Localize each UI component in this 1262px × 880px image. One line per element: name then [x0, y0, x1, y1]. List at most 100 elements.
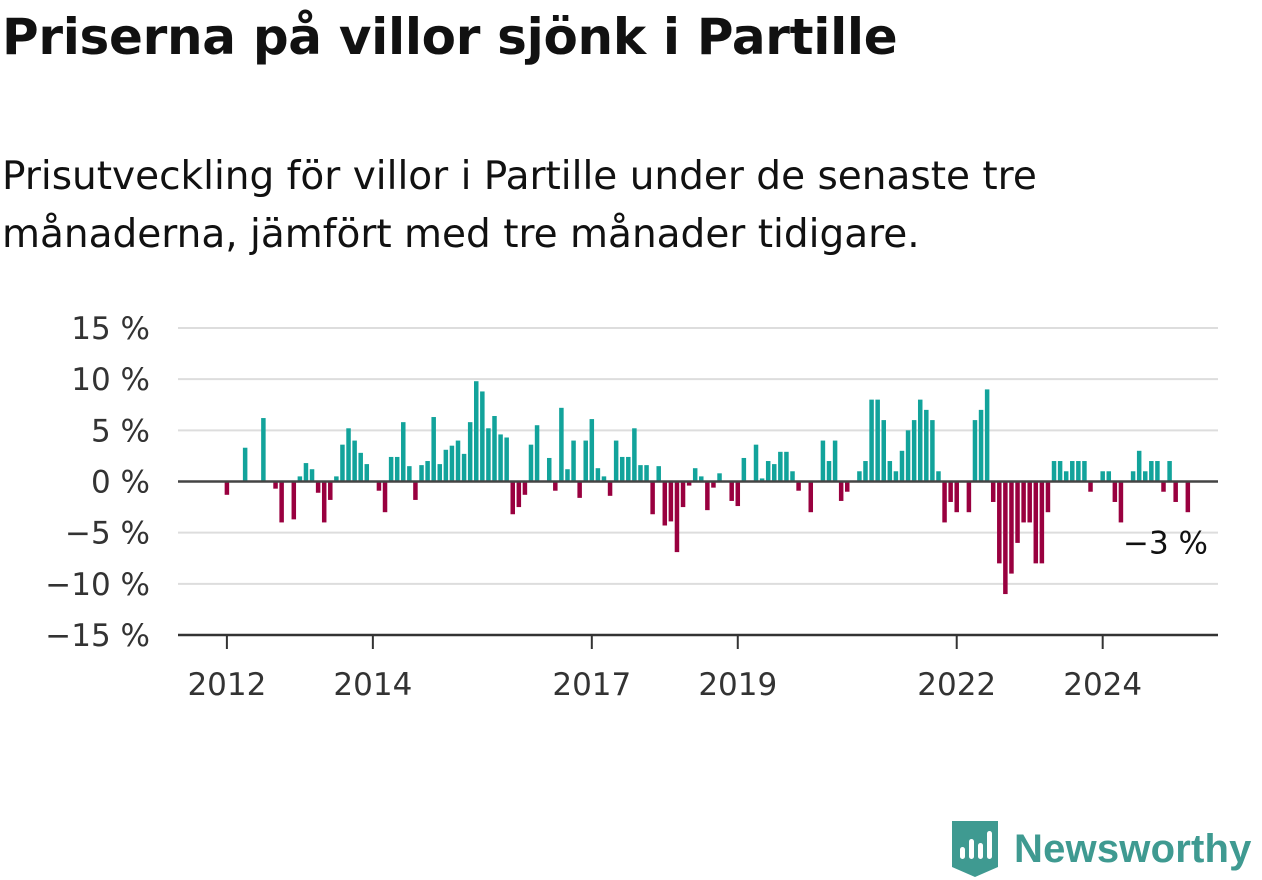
bar — [1082, 461, 1087, 482]
tick-labels: 15 % 10 % 5 % 0 % −5 % −10 % −15 % 2012 2014 2017… — [45, 311, 1142, 703]
bar — [534, 425, 540, 482]
bar — [626, 456, 631, 482]
bar — [1070, 461, 1075, 482]
bar — [601, 476, 607, 482]
bar — [437, 464, 443, 482]
bar — [328, 481, 333, 500]
bar — [376, 481, 382, 491]
bar — [942, 481, 947, 523]
bar — [1149, 461, 1154, 482]
bar — [1167, 461, 1172, 482]
bar-chart: 15 % 10 % 5 % 0 % −5 % −10 % −15 % 2012 2014 2017… — [45, 311, 1218, 703]
bar — [820, 440, 826, 482]
bar — [826, 461, 832, 482]
bar — [1088, 481, 1093, 492]
bar — [224, 481, 230, 495]
bar — [948, 481, 953, 502]
bar — [358, 452, 363, 482]
bar — [990, 481, 996, 502]
bar — [936, 471, 941, 482]
bar — [869, 399, 874, 482]
newsworthy-logo-icon — [952, 821, 998, 877]
bar — [1143, 471, 1148, 482]
bar — [650, 481, 655, 515]
bar — [431, 417, 436, 482]
bar — [571, 440, 576, 482]
bar — [607, 481, 613, 496]
bar — [516, 481, 522, 508]
y-tick-label: 10 % — [71, 362, 150, 398]
bar — [845, 481, 850, 492]
bar — [984, 389, 990, 482]
bar — [930, 420, 935, 482]
bar — [911, 420, 917, 482]
bar — [875, 399, 880, 482]
bar — [1161, 481, 1166, 492]
bar — [692, 468, 698, 482]
x-tick-label: 2024 — [1063, 667, 1142, 703]
bar — [589, 419, 595, 482]
bar — [279, 481, 284, 523]
bar — [510, 481, 515, 515]
bar — [273, 481, 278, 489]
bar — [1021, 481, 1026, 523]
grid-lines — [178, 327, 1218, 585]
bar — [954, 481, 959, 513]
bar — [1063, 471, 1069, 482]
bar — [309, 469, 315, 482]
bar — [382, 481, 388, 513]
bar — [899, 450, 905, 482]
bar — [321, 481, 327, 523]
x-tick-label: 2012 — [187, 667, 266, 703]
bar — [863, 461, 868, 482]
bar — [753, 444, 759, 482]
bar — [1045, 481, 1051, 513]
bar — [796, 481, 801, 491]
bar — [729, 481, 734, 501]
bar — [1003, 481, 1008, 595]
bar — [881, 420, 886, 482]
bar — [778, 451, 783, 482]
bar — [772, 464, 777, 482]
bar — [413, 481, 418, 500]
bar — [334, 476, 339, 482]
bar — [613, 440, 619, 482]
bar — [717, 473, 722, 482]
bar — [1039, 481, 1045, 564]
bar — [504, 437, 509, 482]
bar — [1057, 461, 1063, 482]
bar — [474, 381, 479, 482]
bar — [407, 466, 412, 482]
bar — [838, 481, 844, 501]
bar — [546, 457, 552, 482]
bar — [1009, 481, 1014, 574]
bar — [735, 481, 741, 507]
bar — [887, 461, 893, 482]
bar — [553, 481, 558, 491]
bar — [924, 409, 929, 482]
bar — [686, 481, 692, 486]
bar — [784, 451, 789, 482]
bar — [455, 440, 461, 482]
y-tick-label: −10 % — [45, 567, 150, 603]
bar — [1112, 481, 1118, 502]
bar — [1118, 481, 1124, 523]
y-tick-label: −15 % — [45, 618, 150, 654]
x-tick-label: 2017 — [552, 667, 631, 703]
bar — [565, 469, 570, 482]
bar — [893, 471, 899, 482]
bar — [352, 440, 357, 482]
x-tick-label: 2019 — [698, 667, 777, 703]
bar — [492, 416, 497, 482]
bar — [759, 478, 765, 482]
bar — [583, 440, 588, 482]
bar — [528, 444, 534, 482]
bar — [790, 471, 795, 482]
bar — [1100, 471, 1105, 482]
bar — [480, 391, 485, 482]
bar — [674, 481, 680, 553]
bar — [857, 471, 862, 482]
y-tick-label: −5 % — [65, 516, 150, 552]
x-tick-label: 2022 — [917, 667, 996, 703]
bar — [741, 457, 747, 482]
